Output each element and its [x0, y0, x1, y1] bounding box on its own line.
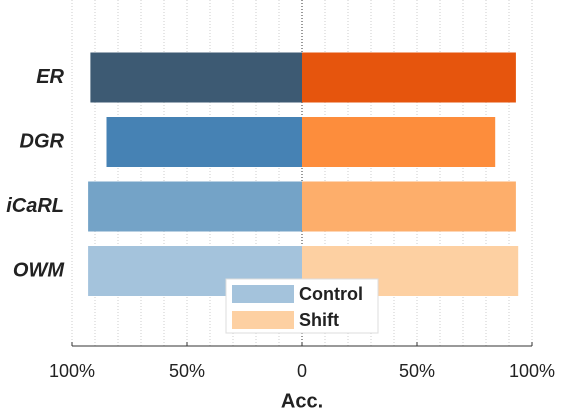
x-tick-label: 50% [399, 361, 435, 381]
x-tick-label: 100% [509, 361, 555, 381]
bar [88, 181, 302, 232]
category-label: ER [36, 66, 64, 88]
legend-swatch [232, 285, 294, 303]
legend-label: Control [299, 284, 363, 304]
bar [302, 52, 516, 103]
x-tick-label: 100% [49, 361, 95, 381]
x-axis-label: Acc. [281, 390, 323, 412]
legend: Control Shift [225, 278, 379, 334]
x-tick-label: 0 [297, 361, 307, 381]
category-label: OWM [13, 259, 65, 281]
bar [302, 117, 496, 167]
bar [302, 181, 516, 232]
legend-label: Shift [299, 310, 339, 330]
bar [90, 52, 303, 103]
category-label: DGR [20, 130, 65, 152]
category-label: iCaRL [6, 195, 64, 217]
legend-swatch [232, 311, 294, 329]
bar [106, 117, 302, 167]
x-tick-label: 50% [169, 361, 205, 381]
